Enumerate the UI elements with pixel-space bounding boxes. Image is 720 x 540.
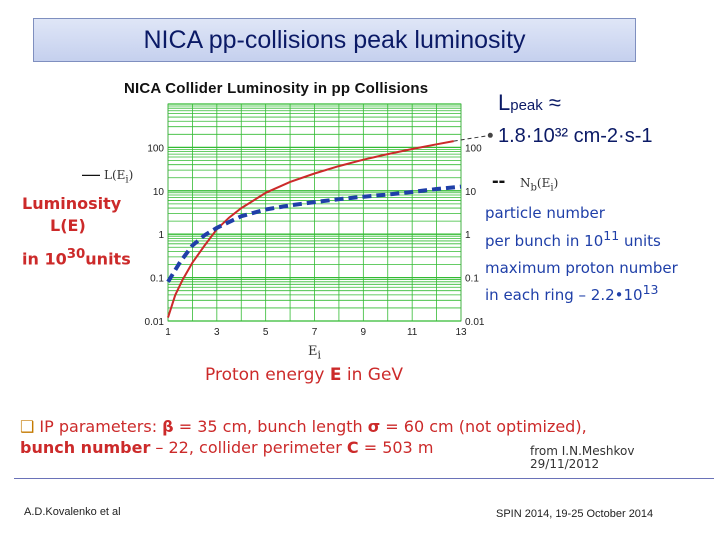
ip1-b: = 35 cm, bunch length — [173, 417, 368, 436]
y-tick-label-left: 1 — [158, 230, 164, 241]
ip2-b: – 22, collider perimeter — [150, 438, 347, 457]
n-sym-rest: (E — [536, 176, 551, 190]
ip1-sigma: σ — [367, 417, 381, 436]
series-line-luminosity_extrapolation — [453, 134, 491, 142]
peak-label-sub: peak — [510, 97, 543, 114]
chart-series — [166, 132, 493, 318]
x-tick-label: 13 — [455, 327, 467, 338]
footer-authors: A.D.Kovalenko et al — [24, 506, 121, 518]
pn4-a: in each ring – 2.2•10 — [485, 286, 643, 304]
y-tick-label-right: 0.1 — [465, 274, 479, 285]
y-tick-label-right: 100 — [465, 143, 482, 154]
luminosity-legend-symbol: L(Ei) — [104, 168, 133, 185]
lum-sym-close: ) — [128, 168, 134, 182]
xlabel-b: E — [329, 365, 342, 385]
particle-legend-line: -- — [492, 170, 506, 192]
y-tick-label-right: 1 — [465, 230, 471, 241]
y-tick-label-right: 0.01 — [465, 317, 485, 328]
ip2-C: C — [346, 438, 359, 457]
ip1-a: IP parameters: — [34, 417, 163, 436]
x-tick-label: 7 — [312, 327, 318, 338]
particle-label-line4: in each ring – 2.2•1013 — [485, 282, 658, 304]
lum-l3-sup: 30 — [66, 247, 86, 262]
x-sym-sub: i — [317, 348, 321, 362]
y-tick-label-left: 100 — [147, 143, 164, 154]
peak-label-approx: ≈ — [542, 90, 561, 115]
luminosity-label-line1: Luminosity — [22, 194, 122, 213]
footer-divider — [14, 478, 714, 479]
lum-sym-l: L — [104, 168, 112, 182]
particle-label-line3: maximum proton number — [485, 259, 678, 277]
luminosity-label-line2: L(E) — [50, 216, 86, 235]
lum-sym-sub: i — [125, 174, 129, 186]
x-sym-e: E — [308, 344, 318, 359]
bullet-icon: ❑ — [20, 417, 35, 436]
y-tick-label-right: 10 — [465, 187, 477, 198]
n-sym-sub2: i — [550, 182, 554, 194]
y-tick-label-left: 10 — [153, 187, 165, 198]
n-sym-n: N — [520, 176, 531, 190]
ip-parameters-line1: ❑ IP parameters: β = 35 cm, bunch length… — [20, 417, 587, 436]
particle-label-line2: per bunch in 1011 units — [485, 228, 661, 250]
slide-title: NICA pp-collisions peak luminosity — [33, 18, 636, 62]
x-axis-label: Proton energy E in GeV — [205, 365, 403, 385]
series-line-luminosity — [167, 140, 454, 318]
y-tick-label-left: 0.1 — [150, 274, 164, 285]
xlabel-a: Proton energy — [205, 365, 330, 385]
x-tick-label: 9 — [361, 327, 367, 338]
x-tick-label: 11 — [407, 327, 418, 338]
luminosity-label-line3: in 1030units — [22, 247, 131, 268]
particle-legend-symbol: Nb(Ei) — [520, 176, 558, 193]
pn2-a: per bunch in 10 — [485, 232, 604, 250]
peak-marker — [487, 132, 493, 138]
lum-sym-rest: (E — [111, 168, 126, 182]
ip1-c: = 60 cm (not optimized), — [380, 417, 587, 436]
chart-grid — [167, 103, 462, 322]
x-tick-label: 5 — [263, 327, 269, 338]
footer-conference: SPIN 2014, 19-25 October 2014 — [496, 508, 654, 520]
peak-luminosity-label: Lpeak ≈ — [498, 90, 561, 116]
lum-l3-b: units — [85, 249, 131, 269]
chart-title: NICA Collider Luminosity in pp Collision… — [124, 80, 429, 97]
source-attribution: from I.N.Meshkov — [530, 444, 635, 458]
pn4-sup: 13 — [642, 282, 659, 297]
peak-luminosity-value: 1.8·10³² cm-2·s-1 — [498, 125, 653, 147]
slide-title-text: NICA pp-collisions peak luminosity — [143, 25, 526, 54]
ip2-a: bunch number — [20, 438, 151, 457]
source-date: 29/11/2012 — [530, 457, 600, 471]
pn2-sup: 11 — [603, 228, 620, 243]
ip2-c: = 503 m — [358, 438, 434, 457]
ip1-beta: β — [162, 417, 174, 436]
y-tick-label-left: 0.01 — [145, 317, 165, 328]
particle-label-line1: particle number — [485, 204, 605, 222]
ip-parameters-line2: bunch number – 22, collider perimeter C … — [20, 438, 433, 457]
lum-l3-a: in 10 — [22, 249, 67, 269]
n-sym-sub: b — [530, 182, 537, 194]
series-line-particle_number — [166, 184, 462, 283]
pn2-b: units — [619, 232, 661, 250]
x-axis-symbol: Ei — [308, 344, 321, 362]
x-tick-label: 3 — [214, 327, 220, 338]
n-sym-close: ) — [553, 176, 559, 190]
peak-label-main: L — [498, 90, 511, 115]
luminosity-legend-line: — — [82, 164, 100, 184]
xlabel-c: in GeV — [341, 365, 404, 385]
x-tick-label: 1 — [165, 327, 171, 338]
